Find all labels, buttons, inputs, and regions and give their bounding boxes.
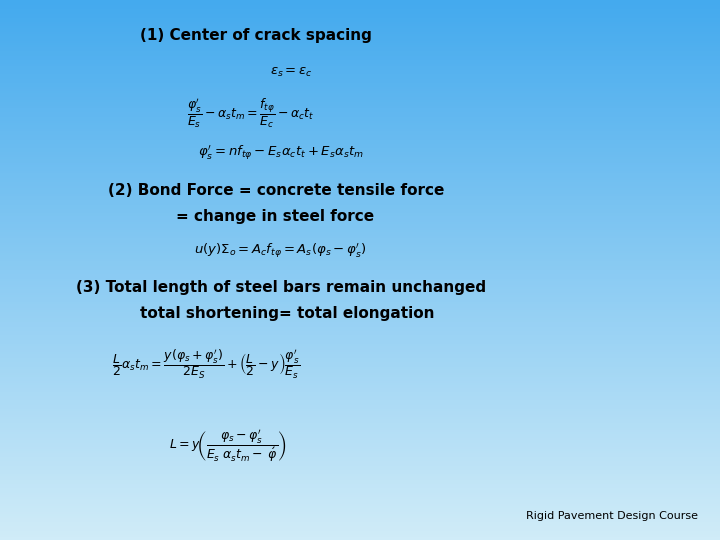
Text: Rigid Pavement Design Course: Rigid Pavement Design Course	[526, 511, 698, 521]
Text: $\dfrac{L}{2}\alpha_s t_m = \dfrac{y(\varphi_s + \varphi_s^{\prime})}{2E_S} + \l: $\dfrac{L}{2}\alpha_s t_m = \dfrac{y(\va…	[112, 348, 300, 381]
Text: (2) Bond Force = concrete tensile force: (2) Bond Force = concrete tensile force	[108, 183, 444, 198]
Text: $\varepsilon_s = \varepsilon_c$: $\varepsilon_s = \varepsilon_c$	[270, 66, 312, 79]
Text: (3) Total length of steel bars remain unchanged: (3) Total length of steel bars remain un…	[76, 280, 486, 295]
Text: $u(y)\Sigma_o = A_c f_{t\varphi} = A_s(\varphi_s - \varphi_s^{\prime})$: $u(y)\Sigma_o = A_c f_{t\varphi} = A_s(\…	[194, 242, 366, 260]
Text: total shortening= total elongation: total shortening= total elongation	[140, 306, 435, 321]
Text: $L = y\!\left(\dfrac{\varphi_s - \varphi_s^{\prime}}{E_s\;\alpha_s t_m -\;\acute: $L = y\!\left(\dfrac{\varphi_s - \varphi…	[169, 427, 287, 464]
Text: $\varphi_s^{\prime} = nf_{t\varphi} - E_s\alpha_c t_t + E_s\alpha_s t_m$: $\varphi_s^{\prime} = nf_{t\varphi} - E_…	[198, 143, 364, 161]
Text: $\dfrac{\varphi_s^{\prime}}{E_s} - \alpha_s t_m = \dfrac{f_{t\varphi}}{E_c} - \a: $\dfrac{\varphi_s^{\prime}}{E_s} - \alph…	[187, 97, 315, 130]
Text: (1) Center of crack spacing: (1) Center of crack spacing	[140, 28, 372, 43]
Text: = change in steel force: = change in steel force	[176, 208, 374, 224]
